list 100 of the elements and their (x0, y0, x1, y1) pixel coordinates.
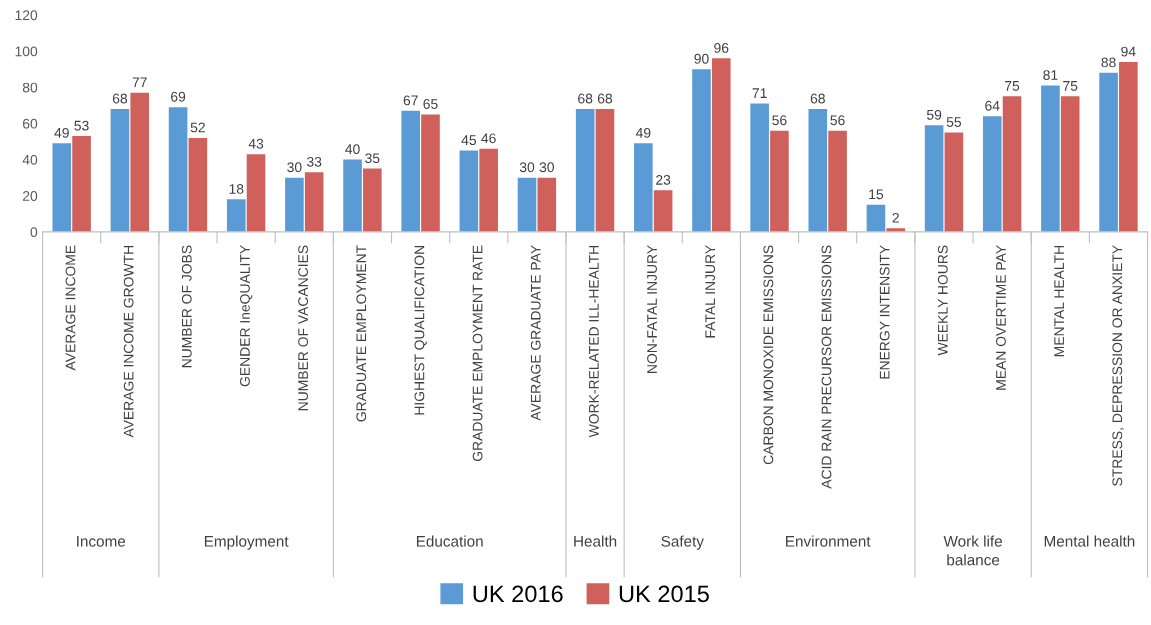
data-label: 56 (772, 115, 787, 126)
x-tick-label: WORK-RELATED ILL-HEALTH (588, 246, 599, 438)
data-label: 53 (74, 120, 89, 131)
bar (828, 130, 847, 232)
data-label: 68 (597, 93, 613, 104)
bar (459, 150, 479, 232)
data-label: 67 (403, 95, 418, 106)
bar (808, 108, 828, 232)
bar (1041, 85, 1060, 232)
x-tick-label: CARBON MONOXIDE EMISSIONS (763, 245, 774, 465)
data-label: 56 (830, 115, 845, 126)
y-tick-label: 100 (15, 46, 38, 57)
data-label: 96 (714, 43, 729, 53)
x-tick-label: STRESS, DEPRESSION OR ANXIETY (1112, 245, 1124, 486)
text: Health (574, 535, 617, 547)
data-label: 64 (985, 100, 1000, 111)
data-label: 75 (1063, 81, 1078, 91)
bar (537, 177, 557, 232)
data-label: 43 (248, 138, 264, 149)
x-tick-label: NUMBER OF VACANCIES (298, 245, 309, 411)
bar (1099, 72, 1118, 232)
bar (924, 125, 944, 232)
data-label: 15 (869, 189, 884, 200)
x-tick-label: NUMBER OF JOBS (181, 245, 192, 368)
x-tick-label: MEAN OVERTIME PAY (996, 245, 1006, 390)
bar (304, 172, 324, 232)
y-tick-label: 60 (22, 118, 38, 129)
bar (246, 154, 266, 232)
bar (711, 58, 731, 232)
text: Safety (661, 535, 704, 550)
bar (110, 108, 130, 232)
bar (517, 177, 537, 232)
data-label: 33 (306, 156, 322, 167)
legend-label: UK 2016 (473, 585, 563, 603)
data-label: 18 (229, 183, 244, 194)
bar (343, 159, 362, 232)
x-tick-label: GENDER IneQUALITY (240, 245, 253, 387)
data-label: 52 (190, 122, 205, 133)
x-tick-label: HIGHEST QUALIFICATION (414, 246, 427, 415)
text: Mental health (1044, 535, 1135, 547)
bar (750, 103, 769, 232)
data-label: 71 (752, 88, 767, 98)
bar (168, 107, 188, 232)
data-label: 30 (287, 162, 302, 173)
bar (363, 168, 382, 232)
bar (866, 204, 886, 232)
bar (944, 132, 964, 232)
bar (226, 199, 246, 232)
x-tick-label: WEEKLY HOURS (937, 245, 948, 356)
x-tick-label: ENERGY INTENSITY (879, 245, 890, 379)
x-tick-label: FATAL INJURY (705, 245, 716, 338)
data-label: 49 (54, 127, 69, 138)
x-tick-label: AVERAGE INCOME GROWTH (123, 246, 134, 438)
x-tick-label: GRADUATE EMPLOYMENT RATE (472, 245, 483, 462)
bar (1002, 96, 1022, 232)
data-label: 77 (132, 77, 147, 88)
bar (575, 108, 595, 232)
data-label: 75 (1005, 81, 1020, 91)
data-label: 94 (1121, 46, 1136, 57)
bar (653, 190, 673, 232)
data-label: 69 (171, 91, 186, 102)
bar (1060, 96, 1080, 232)
bar (285, 177, 304, 232)
bar (72, 136, 91, 232)
bar (634, 143, 653, 232)
bar (130, 92, 150, 232)
text: Work life balance (943, 535, 1002, 566)
x-tick-label: GRADUATE EMPLOYMENT (356, 245, 367, 422)
data-label: 68 (578, 93, 593, 104)
data-label: 81 (1043, 70, 1058, 80)
text: Education (416, 535, 483, 547)
data-label: 45 (461, 135, 477, 146)
data-label: 59 (926, 109, 942, 120)
y-tick-label: 80 (22, 82, 38, 93)
bar (401, 110, 421, 232)
data-label: 30 (539, 162, 554, 173)
text: Environment (786, 535, 871, 547)
data-label: 35 (365, 153, 380, 164)
bar (1119, 61, 1138, 232)
y-tick-label: 40 (22, 154, 38, 165)
data-label: 88 (1101, 57, 1116, 68)
text: Employment (204, 535, 289, 550)
x-tick-label: ACID RAIN PRECURSOR EMISSIONS (821, 245, 832, 489)
data-label: 30 (519, 162, 535, 173)
x-tick-label: AVERAGE INCOME (65, 245, 76, 371)
data-label: 46 (481, 133, 496, 144)
y-tick-label: 0 (30, 227, 38, 238)
x-tick-label: MENTAL HEALTH (1054, 246, 1064, 357)
y-tick-label: 20 (22, 191, 38, 201)
bar (770, 130, 789, 232)
data-label: 49 (635, 127, 651, 138)
bar (692, 69, 711, 232)
bar (982, 116, 1002, 232)
data-label: 23 (656, 174, 671, 185)
bar (595, 108, 615, 232)
y-tick-label: 120 (15, 10, 38, 21)
x-tick-label: AVERAGE GRADUATE PAY (530, 245, 541, 421)
data-label: 2 (892, 212, 899, 223)
bar (52, 143, 72, 232)
data-label: 40 (345, 144, 360, 155)
